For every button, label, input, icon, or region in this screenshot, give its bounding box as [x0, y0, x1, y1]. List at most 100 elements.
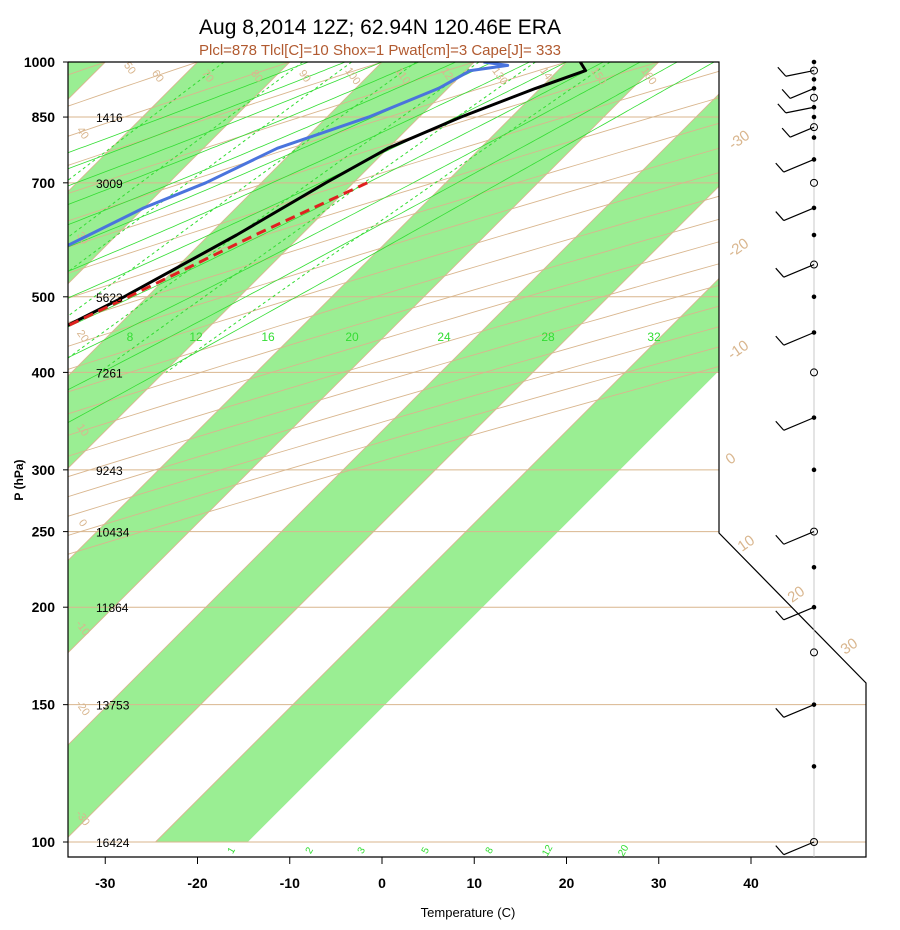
- wind-barb-feather: [775, 267, 785, 278]
- dry-adiabat-label: 0: [76, 517, 89, 529]
- dry-adiabat: [68, 62, 622, 843]
- dry-adiabat-label: -20: [73, 698, 92, 718]
- isotherm: [68, 62, 291, 843]
- wind-barb-station: [811, 564, 817, 570]
- wind-barb-feather: [775, 335, 785, 346]
- temperature-tick-label: 30: [651, 875, 667, 891]
- wind-barb-station: [811, 294, 817, 300]
- mixing-ratio-label: 20: [345, 330, 359, 344]
- moist-adiabat: [68, 62, 567, 608]
- pressure-tick-label: 150: [32, 697, 56, 713]
- wind-barb-feather: [775, 610, 785, 621]
- dry-adiabat: [68, 62, 866, 843]
- wind-barb-feather: [781, 127, 791, 138]
- dry-adiabat-label: 80: [248, 68, 265, 85]
- moist-adiabat: [68, 62, 641, 608]
- mixing-ratio-label: 12: [189, 330, 203, 344]
- isotherm: [68, 62, 567, 843]
- temperature-tick-label: -20: [187, 875, 207, 891]
- temperature-tick-label: -30: [95, 875, 115, 891]
- mixing-ratio-line: [68, 62, 352, 373]
- height-label: 1416: [96, 111, 123, 125]
- dry-adiabat-label: 90: [296, 68, 313, 85]
- wind-barb-station: [810, 838, 818, 846]
- pressure-tick-label: 700: [32, 175, 56, 191]
- wind-barb-feather: [777, 66, 787, 77]
- height-label: 16424: [96, 836, 130, 850]
- plot-frame: [67, 61, 867, 858]
- mixing-ratio-label: 20: [616, 843, 631, 859]
- height-label: 3009: [96, 177, 123, 191]
- wind-barb-station: [811, 77, 817, 82]
- mixing-ratio-line: [165, 62, 611, 373]
- dry-adiabat-label: 20: [74, 328, 91, 345]
- dry-adiabat: [68, 62, 866, 843]
- wind-barb: [783, 158, 815, 173]
- wind-barb-station: [811, 114, 817, 120]
- wind-barb-feather: [775, 162, 785, 173]
- wind-barb: [783, 531, 815, 545]
- pressure-tick-label: 200: [32, 599, 56, 615]
- isotherm-label: -10: [725, 337, 753, 363]
- isotherm: [68, 62, 844, 843]
- pressure-tick-label: 1000: [24, 54, 55, 70]
- dry-adiabat: [68, 62, 866, 843]
- wind-barb-station: [810, 178, 818, 187]
- wind-barb-station: [811, 232, 817, 238]
- wind-barb-station: [811, 467, 817, 473]
- wind-barb-feather: [781, 88, 791, 99]
- chart-subtitle: Plcl=878 Tlcl[C]=10 Shox=1 Pwat[cm]=3 Ca…: [199, 42, 561, 59]
- isotherm-label: 10: [735, 532, 758, 555]
- temperature-tick-label: 20: [559, 875, 575, 891]
- wind-barb-feather: [775, 707, 785, 718]
- dry-adiabat: [68, 62, 247, 843]
- isotherm: [68, 62, 660, 843]
- mixing-ratio-label: 24: [437, 330, 451, 344]
- y-axis-label: P (hPa): [12, 459, 26, 500]
- wind-barb-station: [810, 123, 818, 132]
- moist-adiabat: [68, 62, 309, 608]
- isotherm-label: 30: [838, 635, 861, 658]
- isotherm-band: [68, 62, 844, 842]
- wind-barb-station: [810, 648, 818, 657]
- pressure-tick-label: 100: [32, 834, 56, 850]
- dry-adiabat: [68, 62, 341, 843]
- wind-barb: [783, 417, 815, 431]
- wind-barb: [783, 606, 815, 621]
- dry-adiabat: [68, 62, 435, 843]
- mixing-ratio-line: [98, 62, 536, 373]
- mixing-ratio-label: 2: [304, 845, 317, 856]
- wind-barb-feather: [775, 420, 785, 431]
- dry-adiabat-label: 10: [74, 422, 91, 439]
- temperature-tick-label: 0: [378, 875, 386, 891]
- x-axis-label: Temperature (C): [421, 905, 516, 920]
- dry-adiabat: [68, 62, 866, 843]
- dry-adiabat-label: 60: [149, 68, 166, 85]
- dry-adiabat: [68, 62, 866, 843]
- moist-adiabat: [68, 62, 493, 608]
- chart-title: Aug 8,2014 12Z; 62.94N 120.46E ERA: [199, 16, 561, 39]
- wind-barb-feather: [775, 211, 785, 221]
- dry-adiabat: [68, 62, 866, 843]
- moist-adiabat: [68, 62, 715, 608]
- mixing-ratio-label: 8: [127, 330, 134, 344]
- wind-barb-station: [810, 527, 818, 536]
- isotherm-label: 0: [723, 450, 740, 469]
- dry-adiabat: [68, 62, 715, 843]
- pressure-tick-label: 300: [32, 462, 56, 478]
- height-label: 5623: [96, 291, 123, 305]
- wind-barb-station: [811, 59, 817, 65]
- moist-adiabat: [68, 62, 604, 608]
- wind-barb: [783, 207, 815, 222]
- plot-area: 8 12 16 20 24 28 321 2 3 5 8 12 20-30-20-10010203040…: [68, 62, 866, 859]
- wind-barb-feather: [775, 845, 785, 856]
- wind-barb: [785, 106, 815, 114]
- wind-barb: [789, 87, 815, 99]
- wind-barb-station: [810, 66, 818, 75]
- isotherm: [68, 62, 752, 843]
- mixing-ratio-line: [68, 62, 480, 373]
- temperature-tick-label: -10: [280, 875, 300, 891]
- isotherm-label: -20: [725, 235, 753, 261]
- wind-barb: [785, 69, 815, 77]
- temperature-tick-label: 10: [466, 875, 482, 891]
